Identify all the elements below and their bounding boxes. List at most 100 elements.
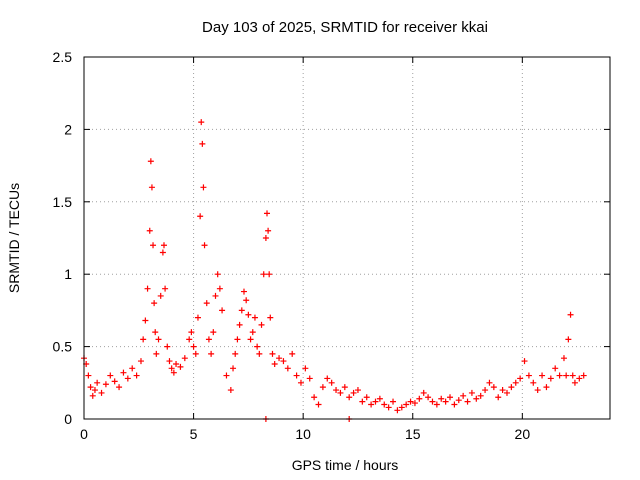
- data-point: [486, 379, 493, 386]
- data-point: [468, 389, 475, 396]
- data-point: [398, 404, 405, 411]
- axis-ticks: [83, 56, 610, 420]
- data-point: [302, 365, 309, 372]
- data-point: [120, 369, 127, 376]
- data-point: [124, 375, 131, 382]
- data-point: [188, 329, 195, 336]
- data-point: [390, 398, 397, 405]
- data-point: [198, 119, 205, 126]
- data-point: [168, 365, 175, 372]
- y-tick-label: 1.5: [53, 194, 73, 210]
- data-point: [236, 321, 243, 328]
- x-tick-label: 15: [405, 426, 421, 442]
- data-point: [495, 394, 502, 401]
- data-point: [333, 387, 340, 394]
- data-point: [271, 360, 278, 367]
- data-point: [192, 350, 199, 357]
- data-point: [201, 242, 208, 249]
- data-point: [354, 387, 361, 394]
- data-point: [385, 404, 392, 411]
- data-point: [337, 389, 344, 396]
- data-point: [576, 375, 583, 382]
- data-point: [311, 394, 318, 401]
- data-point: [266, 271, 273, 278]
- data-point: [240, 288, 247, 295]
- grid-lines: [84, 57, 610, 419]
- data-point: [411, 400, 418, 407]
- data-point: [293, 372, 300, 379]
- data-point: [200, 184, 207, 191]
- data-point: [216, 285, 223, 292]
- data-point: [173, 360, 180, 367]
- data-point: [341, 384, 348, 391]
- data-point: [177, 363, 184, 370]
- data-point: [473, 395, 480, 402]
- data-point: [129, 365, 136, 372]
- data-point: [247, 336, 254, 343]
- data-point: [403, 401, 410, 408]
- data-point: [580, 372, 587, 379]
- data-point: [249, 329, 256, 336]
- data-point: [232, 350, 239, 357]
- data-point: [162, 285, 169, 292]
- data-point: [503, 389, 510, 396]
- data-point: [276, 355, 283, 362]
- data-point: [284, 365, 291, 372]
- data-point: [190, 343, 197, 350]
- data-point: [289, 350, 296, 357]
- data-point: [245, 311, 252, 318]
- data-point: [442, 398, 449, 405]
- data-point: [438, 395, 445, 402]
- data-point: [315, 401, 322, 408]
- data-point: [205, 336, 212, 343]
- y-axis-label: SRMTID / TECUs: [6, 183, 22, 293]
- data-point: [567, 311, 574, 318]
- data-point: [85, 372, 92, 379]
- data-point: [111, 378, 118, 385]
- data-point: [251, 314, 258, 321]
- data-point: [254, 343, 261, 350]
- data-point: [210, 329, 217, 336]
- data-point: [569, 372, 576, 379]
- data-point: [234, 336, 241, 343]
- data-point: [152, 329, 159, 336]
- data-point: [227, 387, 234, 394]
- data-point: [346, 394, 353, 401]
- data-point: [153, 350, 160, 357]
- data-point: [447, 394, 454, 401]
- data-point: [94, 379, 101, 386]
- data-point: [102, 381, 109, 388]
- data-point: [359, 398, 366, 405]
- y-tick-label: 0.5: [53, 339, 73, 355]
- data-point: [429, 398, 436, 405]
- data-point: [433, 401, 440, 408]
- data-point: [194, 314, 201, 321]
- data-point: [425, 394, 432, 401]
- data-point: [142, 317, 149, 324]
- data-point: [243, 297, 250, 304]
- data-point: [521, 358, 528, 365]
- data-point: [324, 375, 331, 382]
- data-point: [260, 271, 267, 278]
- data-point: [181, 355, 188, 362]
- data-point: [151, 300, 158, 307]
- x-tick-label: 5: [190, 426, 198, 442]
- data-point: [451, 401, 458, 408]
- data-point: [160, 242, 167, 249]
- data-point: [416, 395, 423, 402]
- x-tick-label: 0: [80, 426, 88, 442]
- data-point: [477, 392, 484, 399]
- data-point: [267, 314, 274, 321]
- data-point: [148, 184, 155, 191]
- y-tick-labels: 0 0.5 1 1.5 2 2.5: [53, 49, 73, 427]
- data-point: [107, 372, 114, 379]
- data-point: [140, 336, 147, 343]
- data-point: [146, 227, 153, 234]
- data-point: [219, 307, 226, 314]
- data-point: [155, 336, 162, 343]
- data-point: [543, 384, 550, 391]
- data-point: [137, 358, 144, 365]
- plot-frame: [83, 56, 611, 420]
- x-tick-label: 20: [515, 426, 531, 442]
